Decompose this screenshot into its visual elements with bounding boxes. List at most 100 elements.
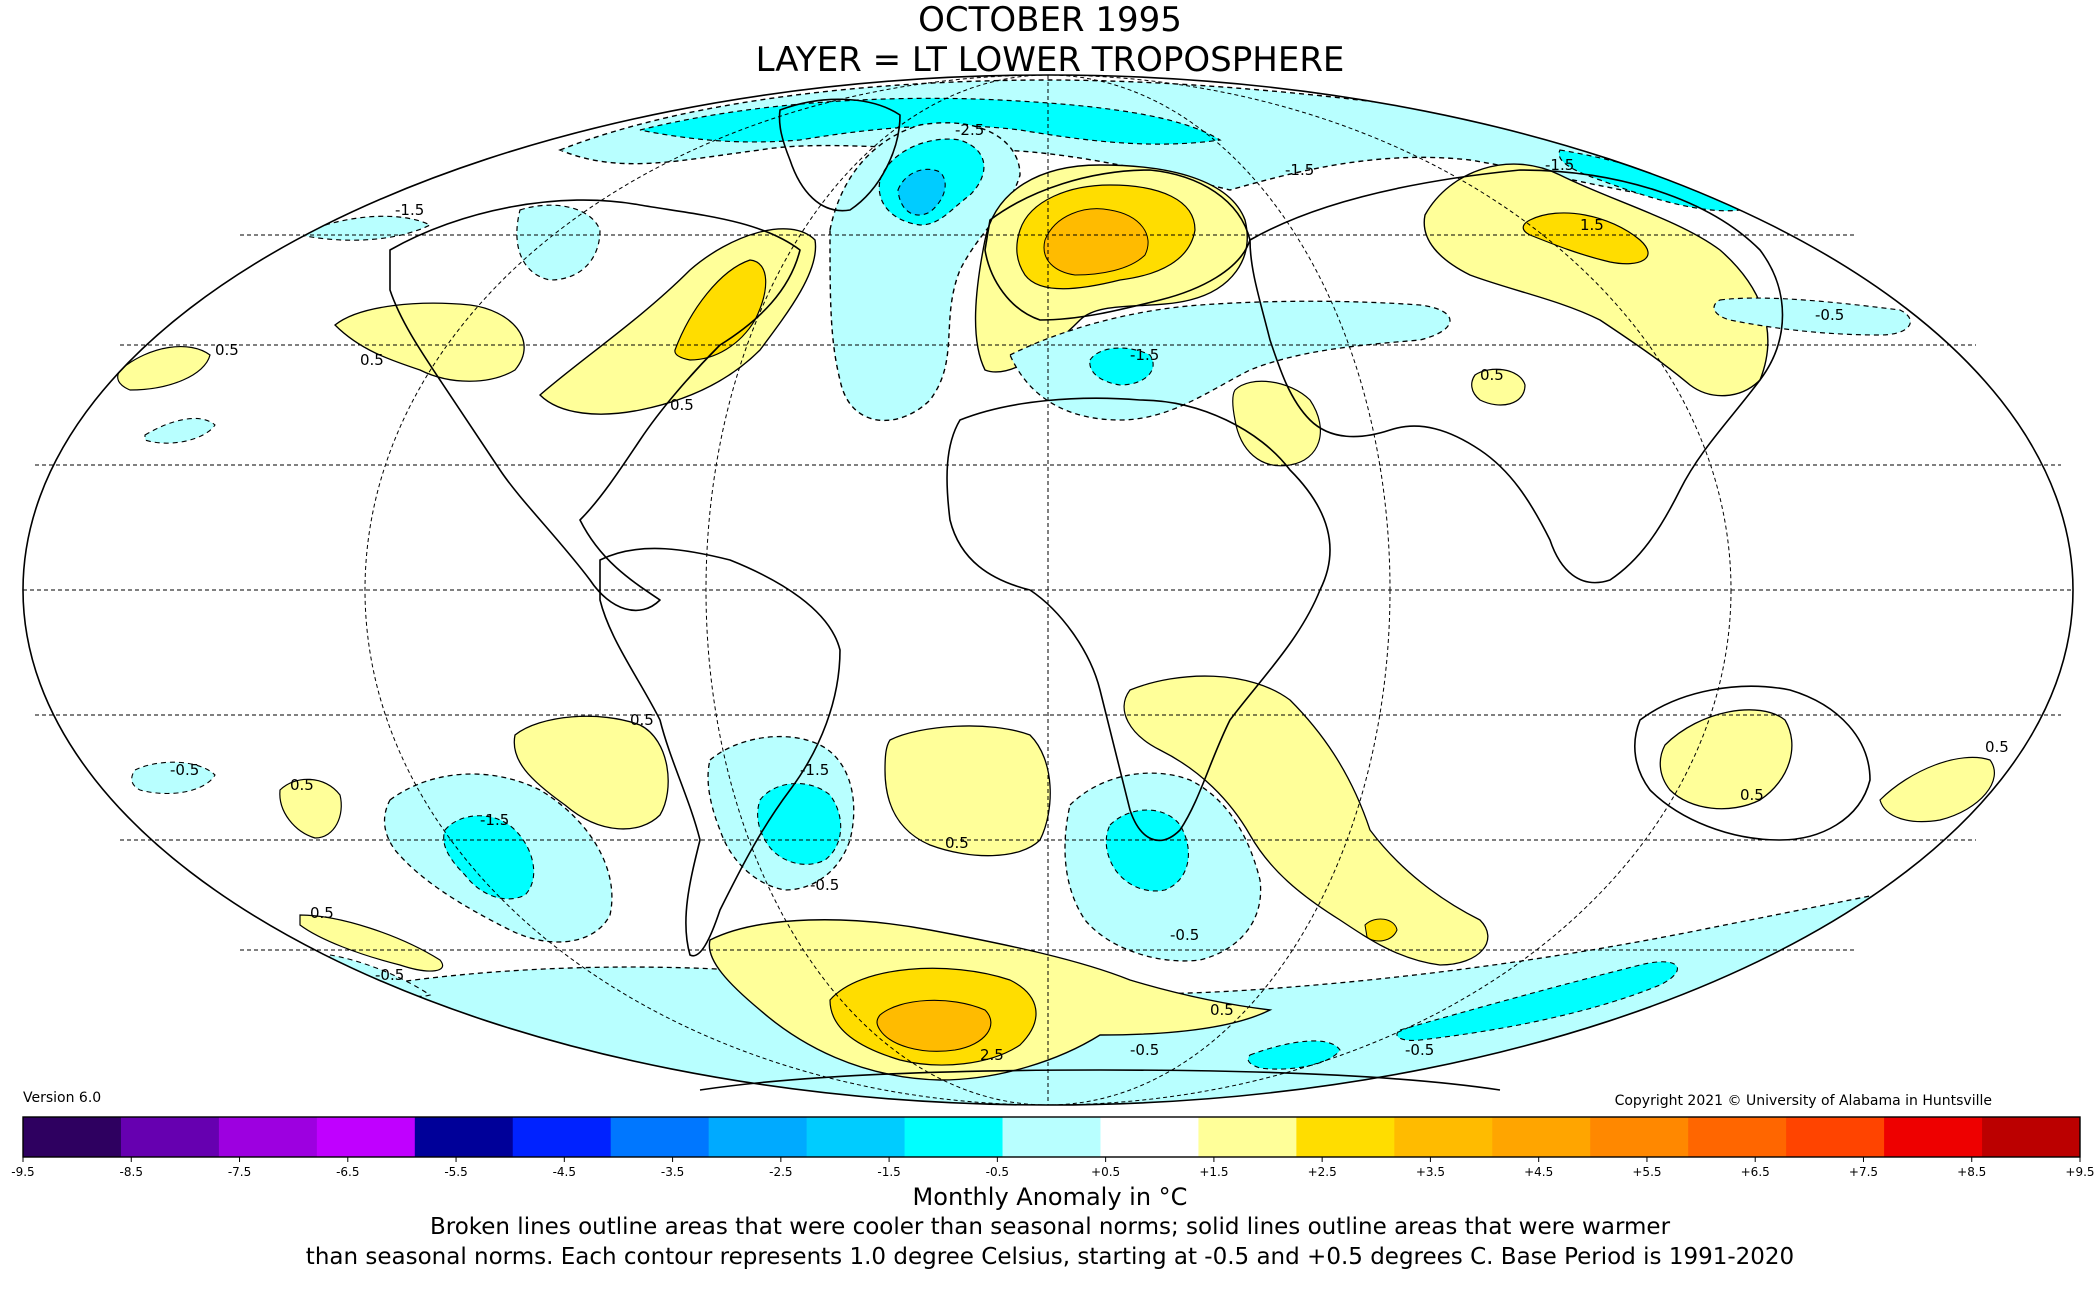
europe-outline xyxy=(984,169,1251,321)
colorbar-swatch xyxy=(1100,1117,1199,1157)
colorbar-border xyxy=(22,1116,2081,1158)
contour-label: -1.5 xyxy=(1285,161,1314,179)
south-pacific-strong-cold-region xyxy=(443,815,535,900)
pacific-cold-small xyxy=(131,761,216,795)
contour-label: 0.5 xyxy=(1480,366,1504,384)
contour-label: -2.5 xyxy=(955,121,984,139)
description-line-2: than seasonal norms. Each contour repres… xyxy=(305,1244,1795,1270)
colorbar-swatch xyxy=(904,1117,1004,1157)
africa-outline xyxy=(946,397,1331,842)
coastlines xyxy=(389,98,1871,1091)
globe-border xyxy=(22,74,2074,1106)
contour-label: 0.5 xyxy=(1985,738,2009,756)
description-line-1: Broken lines outline areas that were coo… xyxy=(429,1214,1671,1240)
east-asia-cold-region xyxy=(1713,297,1911,336)
colorbar-swatch xyxy=(414,1117,514,1157)
colorbar-tick-label: +8.5 xyxy=(1957,1165,1986,1179)
colorbar-swatch xyxy=(708,1117,808,1157)
colorbar-tick-label: +0.5 xyxy=(1091,1165,1120,1179)
version-label: Version 6.0 xyxy=(23,1090,102,1106)
contour-label: -1.5 xyxy=(800,761,829,779)
colorbar-swatch xyxy=(610,1117,710,1157)
colorbar-swatch xyxy=(1002,1117,1101,1157)
tasman-warm-region xyxy=(1879,756,1995,823)
contour-label: -1.5 xyxy=(480,811,509,829)
colorbar-tick-label: -9.5 xyxy=(11,1165,34,1179)
colorbar-tick-label: +9.5 xyxy=(2065,1165,2094,1179)
contour-label: 0.5 xyxy=(1210,1001,1234,1019)
asia-outline xyxy=(1249,169,1784,584)
colorbar-tick-label: +7.5 xyxy=(1849,1165,1878,1179)
colorbar-swatch xyxy=(806,1117,906,1157)
southern-ocean-strong-cold-region xyxy=(1396,961,1678,1041)
north-america-outline xyxy=(389,199,801,612)
contour-label: -0.5 xyxy=(810,876,839,894)
copyright-text: Copyright 2021 © University of Alabama i… xyxy=(1614,1093,1992,1109)
contour-label: 1.5 xyxy=(1580,216,1604,234)
colorbar-ticks: -9.5 -8.5 -7.5 -6.5 -5.5 -4.5 -3.5 -2.5 -1.5 -0.5… xyxy=(11,1157,2095,1179)
contour-label: -0.5 xyxy=(375,966,404,984)
colorbar xyxy=(22,1116,2081,1158)
south-atlantic-warm-region xyxy=(884,725,1051,857)
colorbar-swatch xyxy=(1394,1117,1493,1157)
contour-label: 0.5 xyxy=(290,776,314,794)
south-pacific-small-warm xyxy=(279,778,342,839)
arctic-strong-cold-region xyxy=(639,97,1222,145)
colorbar-tick-label: -1.5 xyxy=(877,1165,900,1179)
colorbar-swatch xyxy=(120,1117,220,1157)
contour-label: 0.5 xyxy=(1740,786,1764,804)
contour-label: -1.5 xyxy=(1545,156,1574,174)
arctic-strong-cold-region-east xyxy=(1558,149,1742,212)
contour-label: 0.5 xyxy=(310,904,334,922)
contour-label: 2.5 xyxy=(980,1046,1004,1064)
arabia-warm-region xyxy=(1232,380,1321,467)
colorbar-tick-label: +5.5 xyxy=(1632,1165,1661,1179)
pacific-cold-region-small xyxy=(144,417,216,444)
eastern-north-america-strong-warm-region xyxy=(674,259,767,361)
southern-africa-strong-cold-region xyxy=(1105,809,1189,892)
colorbar-tick-label: +6.5 xyxy=(1741,1165,1770,1179)
pacific-cold-region xyxy=(298,215,432,241)
colorbar-swatch xyxy=(218,1117,318,1157)
south-america-outline xyxy=(599,547,841,957)
australia-warm-region xyxy=(1659,709,1793,810)
colorbar-tick-label: +2.5 xyxy=(1308,1165,1337,1179)
mediterranean-cold-region xyxy=(1009,300,1451,421)
southern-indian-ocean-warm-region xyxy=(1123,675,1489,966)
india-warm-region xyxy=(1471,368,1526,406)
colorbar-tick-label: -4.5 xyxy=(553,1165,576,1179)
antarctica-outline xyxy=(699,1069,1501,1091)
north-atlantic-cold-region xyxy=(829,122,1021,422)
contour-label: 0.5 xyxy=(945,834,969,852)
colorbar-tick-label: +3.5 xyxy=(1416,1165,1445,1179)
canada-cold-region xyxy=(516,204,601,281)
europe-core-warm-region xyxy=(1043,208,1149,276)
siberia-strong-warm-region xyxy=(1522,212,1649,265)
pacific-warm-band xyxy=(299,914,444,972)
contour-label: -0.5 xyxy=(1130,1041,1159,1059)
colorbar-tick-label: +1.5 xyxy=(1199,1165,1228,1179)
contour-label: -0.5 xyxy=(1405,1041,1434,1059)
colorbar-swatch xyxy=(1688,1117,1787,1157)
contour-label: 0.5 xyxy=(630,711,654,729)
contour-label: 0.5 xyxy=(215,341,239,359)
colorbar-tick-label: -2.5 xyxy=(769,1165,792,1179)
north-atlantic-core-cold-region xyxy=(897,168,946,216)
colorbar-swatch xyxy=(1590,1117,1689,1157)
anomaly-fields xyxy=(49,79,2051,1105)
north-africa-strong-cold-region xyxy=(1089,347,1154,386)
colorbar-swatch xyxy=(1786,1117,1885,1157)
indian-ocean-small-warm xyxy=(1364,918,1398,942)
colorbar-swatch xyxy=(316,1117,416,1157)
colorbar-swatch xyxy=(23,1117,122,1157)
colorbar-swatch xyxy=(1296,1117,1395,1157)
contour-label: -0.5 xyxy=(170,761,199,779)
colorbar-tick-label: -7.5 xyxy=(228,1165,251,1179)
western-north-america-warm-region xyxy=(334,302,525,382)
colorbar-swatch xyxy=(1198,1117,1297,1157)
pacific-warm-region xyxy=(117,345,211,391)
antarctic-peninsula-core-warm-region xyxy=(876,999,992,1052)
colorbar-swatch xyxy=(1982,1117,2081,1157)
colorbar-tick-label: -6.5 xyxy=(336,1165,359,1179)
